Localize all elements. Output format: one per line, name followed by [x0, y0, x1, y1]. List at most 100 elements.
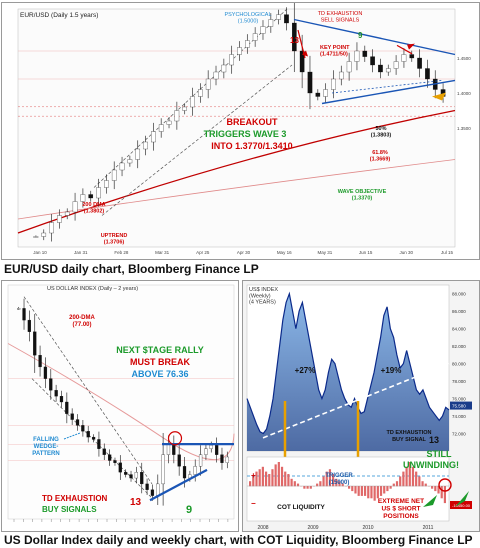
- eurusd-candle: [260, 26, 266, 34]
- cot-bar: [264, 471, 268, 487]
- cot-bar: [357, 486, 360, 496]
- dxy-candle: [161, 454, 165, 485]
- dxy-candle: [102, 448, 106, 455]
- dxy-candle: [27, 319, 31, 332]
- eurusd-candle: [57, 215, 62, 223]
- cot-bar: [335, 478, 338, 487]
- y-tick-label: 78.000: [452, 379, 466, 384]
- dxy-candle: [204, 448, 208, 455]
- y-tick-label: 86.000: [452, 309, 466, 314]
- keypoint-label: KEY POINT (1.4711/50): [320, 45, 350, 57]
- chart-title: EUR/USD (Daily 1.5 years): [20, 12, 98, 19]
- rally-label-2: MUST BREAK: [130, 357, 190, 367]
- cot-bar: [379, 486, 383, 496]
- neckline: [321, 79, 456, 105]
- cot-bar: [341, 483, 344, 487]
- plus-sign: +: [251, 471, 256, 480]
- dxy-candle: [17, 308, 21, 310]
- price-box-label: 75.580: [452, 404, 466, 409]
- cot-bar: [338, 481, 341, 487]
- yellow-arrow: [432, 92, 446, 101]
- still-label: STILL: [427, 449, 452, 459]
- cot-bar: [440, 486, 443, 499]
- cot-bar: [370, 486, 373, 499]
- eurusd-candle: [323, 89, 328, 97]
- cot-bar: [252, 476, 255, 487]
- dxy-candle: [193, 466, 197, 475]
- x-tick-label: Jun 30: [400, 250, 414, 255]
- fib618-label: 61.8% (1.3669): [370, 150, 391, 162]
- cot-bar: [402, 471, 405, 487]
- eurusd-candle: [370, 56, 375, 66]
- dxy-weekly-panel: 88.000 86.000 84.000 82.000 80.000 78.000 76.0…: [242, 280, 480, 532]
- eurusd-candle: [338, 71, 344, 80]
- dxy-candle: [81, 425, 85, 432]
- eurusd-candle: [221, 64, 227, 73]
- eurusd-candle: [213, 71, 219, 80]
- wedge-upper: [23, 296, 153, 485]
- eurusd-candle: [245, 40, 250, 48]
- breakout-label: BREAKOUT: [227, 117, 279, 127]
- cot-bar: [325, 471, 328, 487]
- eurusd-candle: [362, 50, 368, 57]
- dxy-candle: [166, 443, 171, 455]
- cot-bar: [284, 471, 287, 487]
- dxy-candle: [150, 489, 155, 496]
- downtrend-line: [293, 18, 456, 56]
- breakout-label-2: TRIGGERS WAVE 3: [204, 129, 287, 139]
- channel-lower: [101, 64, 293, 216]
- red-arrow-head: [407, 43, 415, 50]
- eurusd-candle: [158, 124, 164, 132]
- trigger-label: TRIGGER (15000): [325, 473, 353, 486]
- cot-bar: [437, 486, 440, 494]
- cot-bar: [434, 486, 437, 492]
- cot-bar: [277, 462, 280, 487]
- cot-bar: [373, 486, 376, 501]
- x-tick-label: Mar 31: [155, 250, 170, 255]
- y-tick-label: 1.4000: [457, 91, 471, 96]
- cot-bar: [290, 478, 293, 487]
- dxy-candle: [59, 396, 64, 403]
- cot-bar: [360, 486, 363, 496]
- dxy-candle: [113, 460, 117, 463]
- x-tick-label: Jan 31: [74, 250, 88, 255]
- cot-bar: [258, 469, 261, 487]
- eurusd-candle: [119, 162, 125, 171]
- eurusd-candle: [331, 78, 336, 90]
- cot-bar: [411, 466, 415, 487]
- dxy-candle: [140, 472, 144, 485]
- dashed-trendline: [262, 362, 450, 439]
- eurusd-candle: [135, 148, 141, 160]
- neckline-dashed: [331, 80, 443, 94]
- eurusd-candle: [252, 33, 258, 41]
- dxy-candle: [118, 462, 122, 473]
- cot-bar: [383, 486, 386, 494]
- dxy-candle: [86, 431, 90, 438]
- eurusd-candle: [237, 47, 242, 55]
- count-9: 9: [358, 31, 363, 40]
- cot-bar: [386, 486, 389, 492]
- cot-bar: [249, 481, 252, 487]
- eurusd-candle: [182, 106, 187, 111]
- psych-label: PSYCHOLOGICAL (1.5000): [224, 12, 271, 24]
- count-13: 13: [130, 497, 142, 508]
- x-tick-label: 2008: [257, 525, 268, 531]
- extreme-label: EXTREME NET US $ SHORT POSITIONS: [378, 498, 424, 520]
- eurusd-candle: [425, 68, 430, 80]
- eurusd-candle: [104, 180, 109, 188]
- eurusd-candle: [88, 194, 94, 199]
- eurusd-candle: [284, 14, 289, 24]
- chart-title: US DOLLAR INDEX (Daily – 2 years): [47, 286, 138, 292]
- eurusd-candle: [229, 54, 234, 66]
- x-tick-label: Jul 15: [441, 250, 454, 255]
- dxy-candle: [75, 419, 80, 426]
- cot-bar: [431, 486, 434, 489]
- uptrend-label: UPTREND (1.3706): [101, 233, 128, 245]
- chart-title: US$ INDEX (Weekly) (4 YEARS): [249, 287, 278, 306]
- cot-bar: [367, 486, 370, 499]
- x-tick-label: May 16: [277, 250, 292, 255]
- dxy-candle: [156, 483, 160, 496]
- rally-label: NEXT $TAGE RALLY: [116, 345, 204, 355]
- eurusd-candle: [33, 236, 39, 238]
- dxy-candle: [209, 445, 213, 449]
